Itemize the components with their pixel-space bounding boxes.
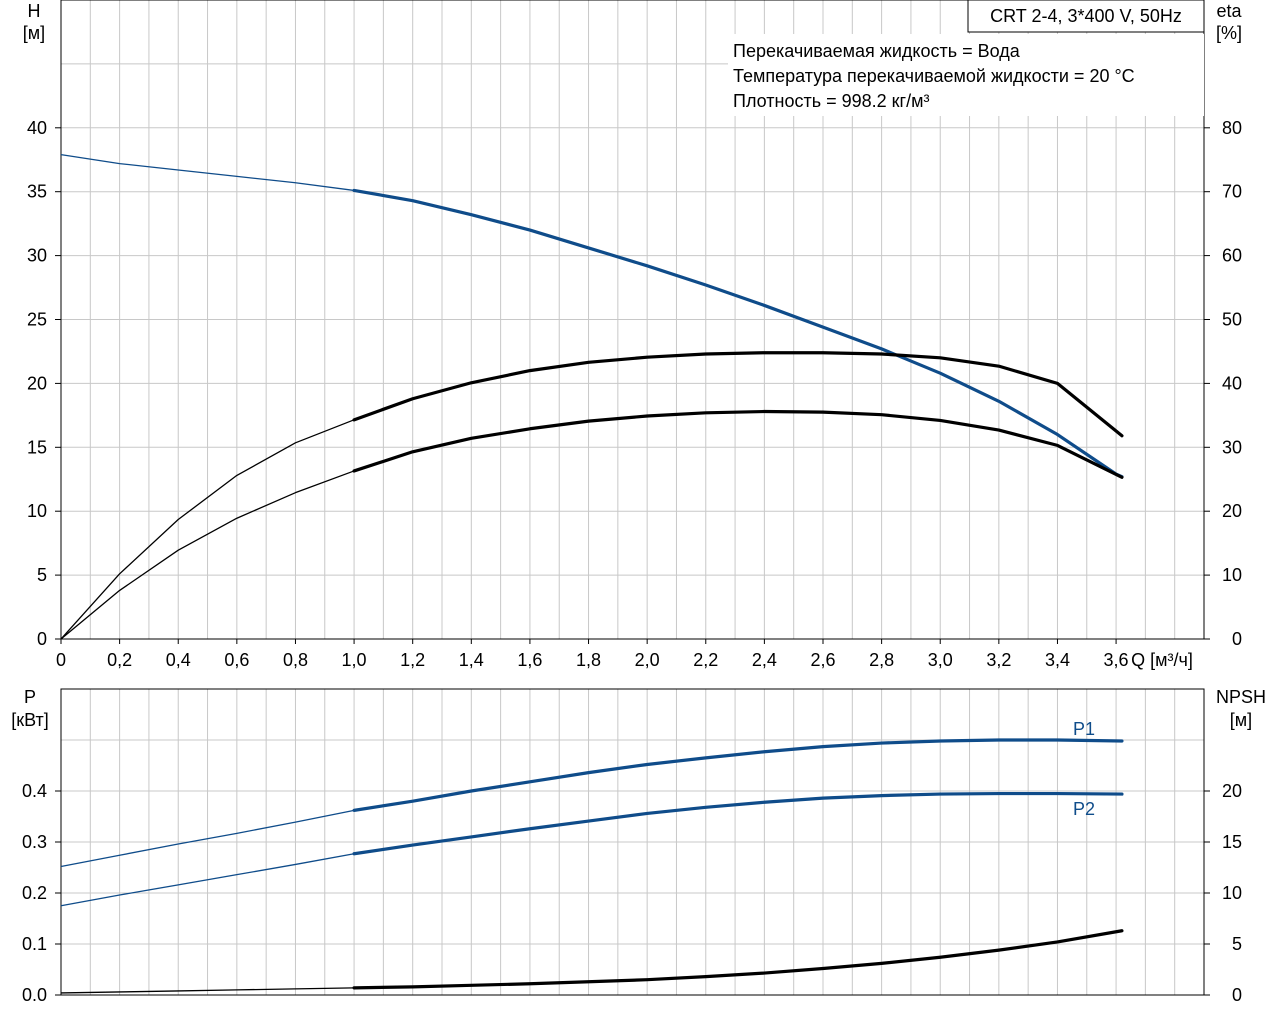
x-tick-label: 1,0 — [342, 650, 367, 670]
x-tick-label: 3,6 — [1104, 650, 1129, 670]
npsh-axis-title: NPSH — [1216, 687, 1266, 707]
eta1-curve — [352, 351, 1124, 438]
right-tick-label: 5 — [1232, 934, 1242, 954]
x-tick-label: 3,0 — [928, 650, 953, 670]
x-tick-label: 3,2 — [986, 650, 1011, 670]
p1-curve-extended — [60, 809, 355, 868]
x-tick-label: 0,2 — [107, 650, 132, 670]
x-tick-label: 2,6 — [810, 650, 835, 670]
left-tick-label: 0.3 — [22, 832, 47, 852]
h-axis-title: H — [28, 1, 41, 21]
x-tick-label: 1,4 — [459, 650, 484, 670]
eta1-curve-extended — [60, 419, 355, 640]
bottom-grid — [61, 689, 1204, 995]
x-tick-label: 0,6 — [224, 650, 249, 670]
left-tick-label: 30 — [27, 246, 47, 266]
h-curve — [352, 188, 1124, 479]
left-tick-label: 5 — [37, 565, 47, 585]
right-tick-label: 20 — [1222, 781, 1242, 801]
eta2-curve-extended — [60, 470, 355, 640]
x-tick-label: 0,8 — [283, 650, 308, 670]
left-tick-label: 0.0 — [22, 985, 47, 1005]
x-tick-label: 1,6 — [517, 650, 542, 670]
left-tick-label: 40 — [27, 118, 47, 138]
info-line-temperature: Температура перекачиваемой жидкости = 20… — [733, 66, 1135, 86]
left-tick-label: 10 — [27, 501, 47, 521]
right-tick-label: 15 — [1222, 832, 1242, 852]
x-tick-label: 0,4 — [166, 650, 191, 670]
power-npsh-chart: 0.0 0.1 0.2 0.3 0.4 0 5 10 15 20 P [кВт] NPSH [м]… — [11, 687, 1266, 1005]
npsh-curve — [352, 929, 1124, 990]
left-tick-label: 20 — [27, 373, 47, 393]
bottom-series-group — [60, 738, 1124, 994]
model-label: CRT 2-4, 3*400 V, 50Hz — [990, 6, 1182, 26]
left-tick-label: 25 — [27, 310, 47, 330]
eta-axis-unit: [%] — [1216, 23, 1242, 43]
info-box-background — [728, 34, 1204, 116]
npsh-axis-unit: [м] — [1230, 710, 1252, 730]
x-tick-label: 1,2 — [400, 650, 425, 670]
left-tick-label: 0.4 — [22, 781, 47, 801]
left-tick-label: 35 — [27, 182, 47, 202]
top-series-group — [60, 153, 1124, 640]
top-tick-labels: 0 5 10 15 20 25 30 35 40 0 10 20 30 40 50 60 70 80 0 0,2 0,4… — [27, 118, 1242, 670]
x-tick-label: 1,8 — [576, 650, 601, 670]
h-curve-extended — [60, 153, 355, 192]
x-tick-label: 2,4 — [752, 650, 777, 670]
npsh-curve-extended — [60, 987, 355, 994]
right-tick-label: 0 — [1232, 985, 1242, 1005]
x-tick-label: 2,2 — [693, 650, 718, 670]
right-tick-label: 50 — [1222, 310, 1242, 330]
info-line-density: Плотность = 998.2 кг/м³ — [733, 91, 929, 111]
bottom-tick-labels: 0.0 0.1 0.2 0.3 0.4 0 5 10 15 20 — [22, 781, 1242, 1005]
p-axis-unit: [кВт] — [11, 710, 49, 730]
eta-axis-title: eta — [1216, 1, 1242, 21]
right-tick-label: 20 — [1222, 501, 1242, 521]
model-label-box — [967, 0, 1205, 33]
x-tick-label: 3,4 — [1045, 650, 1070, 670]
right-tick-label: 10 — [1222, 883, 1242, 903]
right-tick-label: 10 — [1222, 565, 1242, 585]
left-tick-label: 0 — [37, 629, 47, 649]
p1-curve — [352, 738, 1124, 812]
x-tick-label: 2,8 — [869, 650, 894, 670]
head-efficiency-chart: 0 5 10 15 20 25 30 35 40 0 10 20 30 40 50 60 70 80 0 0,2 0,4… — [23, 0, 1242, 670]
right-tick-label: 0 — [1232, 629, 1242, 649]
right-tick-label: 30 — [1222, 437, 1242, 457]
left-tick-label: 15 — [27, 437, 47, 457]
h-axis-unit: [м] — [23, 23, 45, 43]
left-tick-label: 0.1 — [22, 934, 47, 954]
p2-curve-extended — [60, 853, 355, 907]
left-tick-label: 0.2 — [22, 883, 47, 903]
right-tick-label: 60 — [1222, 246, 1242, 266]
p2-series-label: P2 — [1073, 799, 1095, 819]
info-line-liquid: Перекачиваемая жидкость = Вода — [733, 41, 1021, 61]
right-tick-label: 80 — [1222, 118, 1242, 138]
p-axis-title: P — [24, 687, 36, 707]
x-tick-label: 2,0 — [635, 650, 660, 670]
p1-series-label: P1 — [1073, 719, 1095, 739]
x-tick-label: 0 — [56, 650, 66, 670]
right-tick-label: 40 — [1222, 373, 1242, 393]
eta2-curve — [352, 409, 1124, 479]
p2-curve — [352, 791, 1124, 856]
right-tick-label: 70 — [1222, 182, 1242, 202]
q-axis-title: Q [м³/ч] — [1131, 650, 1193, 670]
